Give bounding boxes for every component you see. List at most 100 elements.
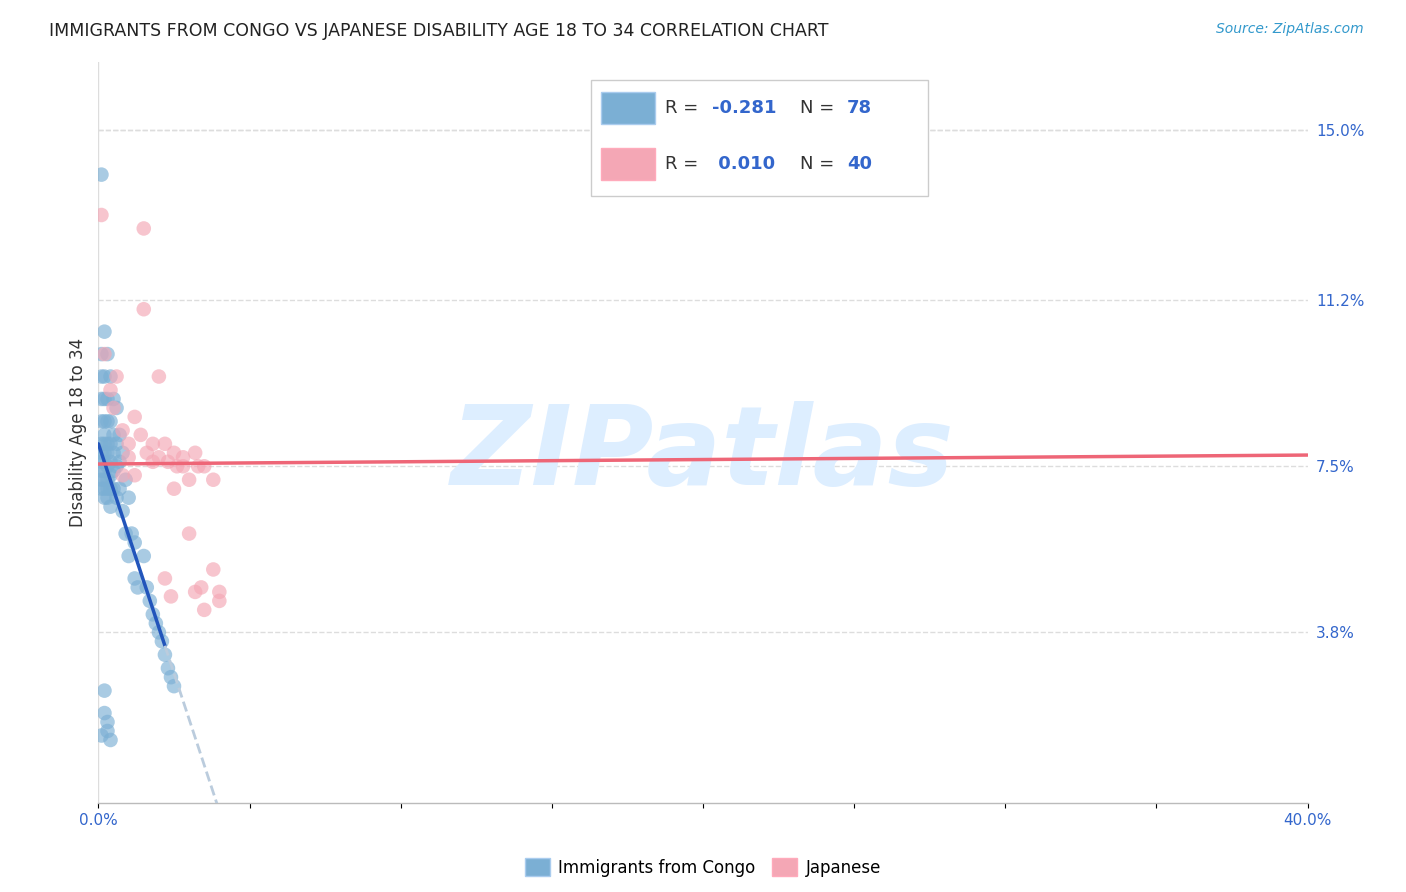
Point [103,482,125,496]
Point [187,459,209,474]
Point [132,549,155,563]
Point [108,482,131,496]
Point [163,446,186,460]
Text: Source: ZipAtlas.com: Source: ZipAtlas.com [1216,22,1364,37]
Point [139,594,162,608]
Point [184,446,207,460]
Point [96,459,118,474]
Point [90,347,112,361]
Point [100,414,122,428]
Point [172,450,194,465]
Point [135,581,157,595]
Point [90,392,112,406]
Point [93,464,115,478]
Point [90,729,112,743]
Point [93,683,115,698]
Point [90,473,112,487]
Point [93,482,115,496]
Text: 40: 40 [846,155,872,173]
Point [93,428,115,442]
Point [111,423,134,437]
Point [103,446,125,460]
Point [153,437,176,451]
Point [100,383,122,397]
Point [135,446,157,460]
Point [105,437,128,451]
Text: N =: N = [800,155,839,173]
Point [90,437,112,451]
Point [118,491,141,505]
Point [132,302,155,317]
Text: IMMIGRANTS FROM CONGO VS JAPANESE DISABILITY AGE 18 TO 34 CORRELATION CHART: IMMIGRANTS FROM CONGO VS JAPANESE DISABI… [49,22,828,40]
Text: N =: N = [800,99,839,117]
Text: R =: R = [665,155,704,173]
Point [156,661,179,675]
Point [132,221,155,235]
Point [179,526,201,541]
Point [103,428,125,442]
Text: 0.010: 0.010 [711,155,775,173]
Point [100,482,122,496]
Point [124,535,146,549]
Y-axis label: Disability Age 18 to 34: Disability Age 18 to 34 [69,338,87,527]
Point [114,526,136,541]
Point [193,459,215,474]
Point [93,392,115,406]
Point [96,392,118,406]
Point [93,455,115,469]
Point [108,428,131,442]
Point [105,369,128,384]
Point [100,500,122,514]
Point [111,504,134,518]
Point [96,446,118,460]
Point [90,446,112,460]
Point [93,446,115,460]
Point [184,585,207,599]
Point [163,482,186,496]
Point [96,473,118,487]
Point [193,603,215,617]
Point [124,468,146,483]
Point [103,392,125,406]
FancyBboxPatch shape [591,80,928,196]
Point [103,401,125,415]
Point [105,459,128,474]
Point [108,455,131,469]
Point [96,482,118,496]
Point [202,473,225,487]
Point [100,455,122,469]
Text: 78: 78 [846,99,872,117]
Point [93,414,115,428]
Point [105,401,128,415]
Point [114,473,136,487]
Point [179,473,201,487]
Point [124,571,146,585]
Text: -0.281: -0.281 [711,99,776,117]
Point [96,724,118,739]
Point [153,571,176,585]
Point [118,450,141,465]
Point [129,428,152,442]
Point [93,347,115,361]
Legend: Immigrants from Congo, Japanese: Immigrants from Congo, Japanese [519,852,887,883]
Point [163,679,186,693]
Text: ZIPatlas: ZIPatlas [451,401,955,508]
Point [90,455,112,469]
Point [121,526,143,541]
Point [93,369,115,384]
Point [124,409,146,424]
Point [100,437,122,451]
Point [160,670,183,684]
Point [90,414,112,428]
Point [100,369,122,384]
Point [142,455,165,469]
Point [118,549,141,563]
Point [105,491,128,505]
Point [93,437,115,451]
Point [93,325,115,339]
Point [100,468,122,483]
Point [93,473,115,487]
Point [111,446,134,460]
Point [90,168,112,182]
Point [93,706,115,720]
